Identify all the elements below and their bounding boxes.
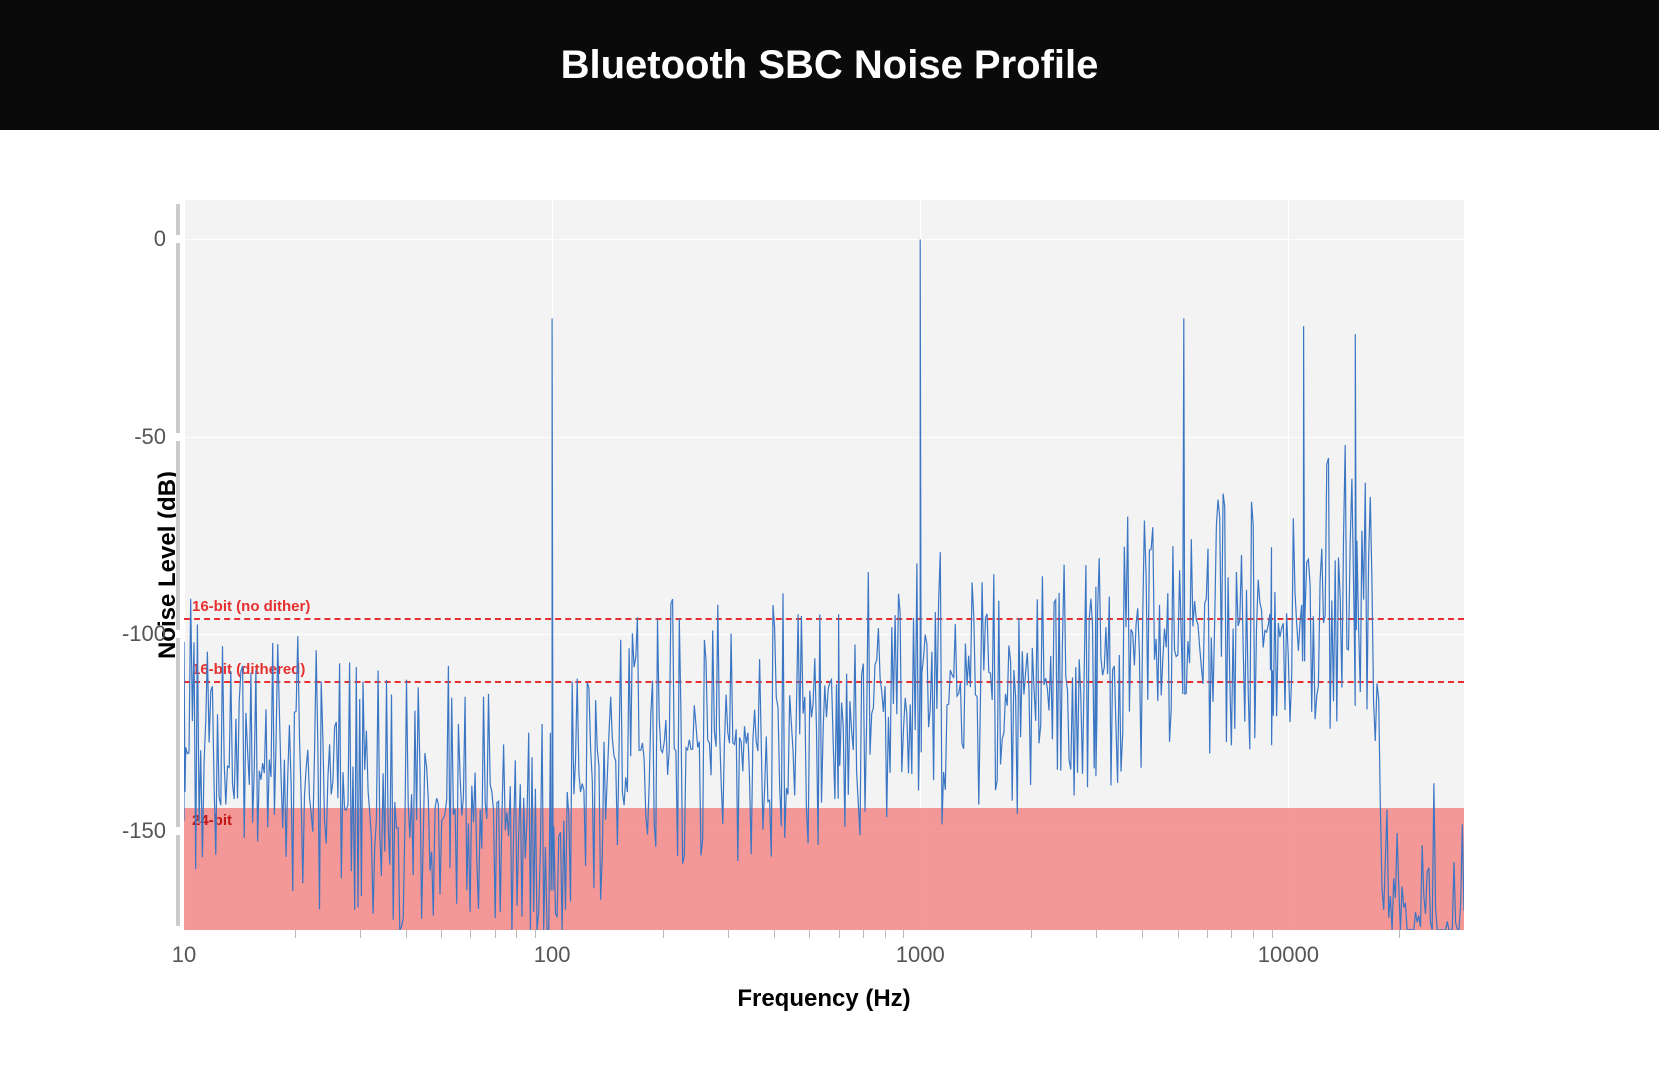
x-minor-tick: [406, 930, 407, 938]
y-tick-label: -150: [122, 818, 166, 844]
x-minor-tick: [903, 930, 904, 938]
x-axis-label: Frequency (Hz): [737, 985, 910, 1013]
x-minor-tick: [863, 930, 864, 938]
title-bar: Bluetooth SBC Noise Profile: [0, 0, 1659, 130]
x-tick-label: 100: [534, 942, 571, 968]
x-minor-tick: [535, 930, 536, 938]
y-axis-segment: [176, 243, 180, 432]
x-minor-tick: [1031, 930, 1032, 938]
x-minor-tick: [360, 930, 361, 938]
x-minor-tick: [1399, 930, 1400, 938]
x-minor-tick: [1178, 930, 1179, 938]
x-minor-tick: [470, 930, 471, 938]
x-minor-tick: [839, 930, 840, 938]
plot-background: 24-bit16-bit (no dither)16-bit (dithered…: [184, 200, 1464, 930]
x-minor-tick: [728, 930, 729, 938]
y-tick-label: 0: [154, 226, 166, 252]
x-minor-tick: [885, 930, 886, 938]
x-tick-label: 1000: [896, 942, 945, 968]
y-axis-segment: [176, 638, 180, 827]
x-minor-tick: [663, 930, 664, 938]
x-minor-tick: [809, 930, 810, 938]
x-minor-tick: [441, 930, 442, 938]
x-minor-tick: [774, 930, 775, 938]
y-tick-label: -50: [134, 424, 166, 450]
x-minor-tick: [495, 930, 496, 938]
x-minor-tick: [1096, 930, 1097, 938]
x-minor-tick: [1231, 930, 1232, 938]
x-minor-tick: [1207, 930, 1208, 938]
x-minor-tick: [516, 930, 517, 938]
y-axis-segment: [176, 835, 180, 926]
y-tick-label: -100: [122, 621, 166, 647]
x-minor-tick: [1253, 930, 1254, 938]
x-tick-label: 10000: [1258, 942, 1319, 968]
chart-container: SOUNDGUYS 24-bit16-bit (no dither)16-bit…: [0, 130, 1659, 1089]
chart-title: Bluetooth SBC Noise Profile: [561, 43, 1099, 88]
x-minor-tick: [295, 930, 296, 938]
page-root: Bluetooth SBC Noise Profile SOUNDGUYS 24…: [0, 0, 1659, 1089]
y-axis-segment: [176, 204, 180, 235]
noise-series: [184, 200, 1464, 930]
x-tick-label: 10: [172, 942, 196, 968]
plot-area: SOUNDGUYS 24-bit16-bit (no dither)16-bit…: [184, 200, 1464, 930]
x-minor-tick: [1142, 930, 1143, 938]
x-minor-tick: [1272, 930, 1273, 938]
y-axis-segment: [176, 441, 180, 630]
